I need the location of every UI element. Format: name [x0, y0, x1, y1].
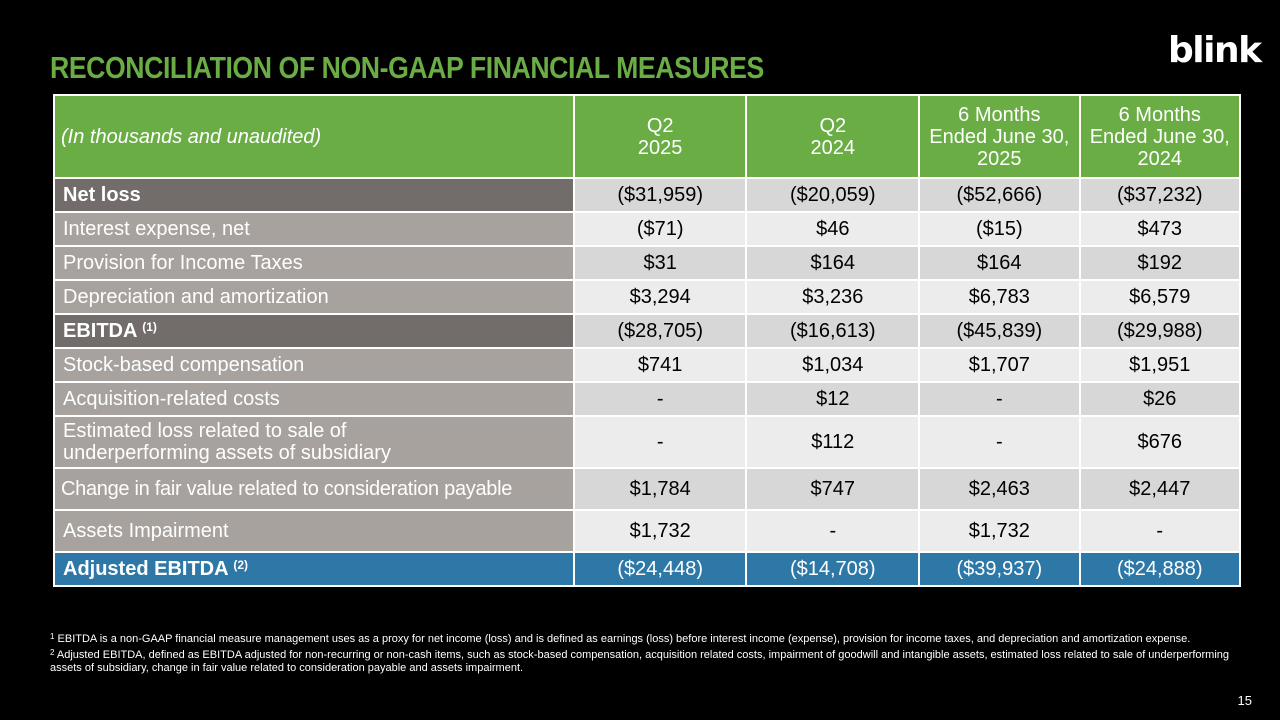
slide-title: RECONCILIATION OF NON-GAAP FINANCIAL MEA… — [50, 50, 764, 85]
table-row-fair-value: Change in fair value related to consider… — [53, 467, 1242, 511]
cell-value: ($24,448) — [572, 551, 748, 587]
row-label-text: Adjusted EBITDA — [63, 557, 228, 580]
header-q2-2024: Q2 2024 — [745, 94, 921, 179]
cell-value: $1,784 — [572, 467, 748, 511]
cell-value: - — [918, 381, 1081, 417]
table-row-interest: Interest expense, net ($71) $46 ($15) $4… — [53, 211, 1242, 247]
table-row-adjusted-ebitda: Adjusted EBITDA (2) ($24,448) ($14,708) … — [53, 551, 1242, 587]
row-label: Change in fair value related to consider… — [53, 467, 575, 511]
row-label: Net loss — [53, 177, 575, 213]
cell-value: - — [918, 415, 1081, 469]
header-line: Q2 — [646, 114, 674, 137]
cell-value: $2,447 — [1078, 467, 1242, 511]
header-line: 2024 — [810, 136, 856, 159]
cell-value: ($39,937) — [918, 551, 1081, 587]
row-label: Provision for Income Taxes — [53, 245, 575, 281]
footnote-ref: (2) — [233, 557, 249, 572]
cell-value: - — [572, 381, 748, 417]
table-row-taxes: Provision for Income Taxes $31 $164 $164… — [53, 245, 1242, 281]
cell-value: $1,732 — [572, 509, 748, 553]
cell-value: $473 — [1078, 211, 1242, 247]
row-label: Adjusted EBITDA (2) — [53, 551, 575, 587]
cell-value: $747 — [745, 467, 921, 511]
cell-value: ($16,613) — [745, 313, 921, 349]
header-line: Ended June 30, — [1089, 125, 1230, 148]
cell-value: $12 — [745, 381, 921, 417]
footnote-number: 1 — [50, 632, 55, 641]
cell-value: ($31,959) — [572, 177, 748, 213]
cell-value: ($29,988) — [1078, 313, 1242, 349]
table-row-net-loss: Net loss ($31,959) ($20,059) ($52,666) (… — [53, 177, 1242, 213]
cell-value: ($71) — [572, 211, 748, 247]
row-label: Depreciation and amortization — [53, 279, 575, 315]
cell-value: ($24,888) — [1078, 551, 1242, 587]
cell-value: ($20,059) — [745, 177, 921, 213]
cell-value: $164 — [745, 245, 921, 281]
table-row-depreciation: Depreciation and amortization $3,294 $3,… — [53, 279, 1242, 315]
header-6m-2025: 6 Months Ended June 30, 2025 — [918, 94, 1081, 179]
cell-value: - — [745, 509, 921, 553]
table-row-stock-comp: Stock-based compensation $741 $1,034 $1,… — [53, 347, 1242, 383]
cell-value: $26 — [1078, 381, 1242, 417]
cell-value: ($45,839) — [918, 313, 1081, 349]
cell-value: $6,579 — [1078, 279, 1242, 315]
cell-value: $31 — [572, 245, 748, 281]
cell-value: $2,463 — [918, 467, 1081, 511]
cell-value: ($52,666) — [918, 177, 1081, 213]
cell-value: $112 — [745, 415, 921, 469]
header-line: 2025 — [977, 147, 1022, 170]
header-line: Ended June 30, — [929, 125, 1070, 148]
header-line: 2024 — [1137, 147, 1183, 170]
table-row-estimated-loss: Estimated loss related to sale of underpe… — [53, 415, 1242, 469]
header-line: 2025 — [637, 136, 683, 159]
cell-value: ($14,708) — [745, 551, 921, 587]
cell-value: $676 — [1078, 415, 1242, 469]
cell-value: $1,034 — [745, 347, 921, 383]
row-label: Interest expense, net — [53, 211, 575, 247]
header-6m-2024: 6 Months Ended June 30, 2024 — [1078, 94, 1242, 179]
footnotes: 1 EBITDA is a non-GAAP financial measure… — [50, 630, 1230, 675]
row-label: Assets Impairment — [53, 509, 575, 553]
footnote-2: 2 Adjusted EBITDA, defined as EBITDA adj… — [50, 646, 1230, 675]
header-line: 6 Months — [1118, 103, 1201, 126]
cell-value: ($28,705) — [572, 313, 748, 349]
cell-value: $164 — [918, 245, 1081, 281]
header-line: 6 Months — [958, 103, 1041, 126]
table-row-ebitda: EBITDA (1) ($28,705) ($16,613) ($45,839)… — [53, 313, 1242, 349]
cell-value: - — [572, 415, 748, 469]
row-label: Estimated loss related to sale of underpe… — [53, 415, 575, 469]
row-label: EBITDA (1) — [53, 313, 575, 349]
header-line: Q2 — [819, 114, 847, 137]
cell-value: $1,707 — [918, 347, 1081, 383]
footnote-ref: (1) — [142, 319, 157, 334]
cell-value: $741 — [572, 347, 748, 383]
cell-value: $1,732 — [918, 509, 1081, 553]
cell-value: $3,294 — [572, 279, 748, 315]
cell-value: $46 — [745, 211, 921, 247]
row-label-text: EBITDA — [63, 319, 137, 342]
header-q2-2025: Q2 2025 — [572, 94, 748, 179]
cell-value: - — [1078, 509, 1242, 553]
footnote-text: Adjusted EBITDA, defined as EBITDA adjus… — [50, 649, 1230, 674]
cell-value: ($37,232) — [1078, 177, 1242, 213]
footnote-number: 2 — [50, 648, 55, 657]
table-header-row: (In thousands and unaudited) Q2 2025 Q2 20… — [53, 94, 1242, 179]
table-row-acquisition: Acquisition-related costs - $12 - $26 — [53, 381, 1242, 417]
cell-value: $6,783 — [918, 279, 1081, 315]
cell-value: $1,951 — [1078, 347, 1242, 383]
table-row-impairment: Assets Impairment $1,732 - $1,732 - — [53, 509, 1242, 553]
row-label-line: Estimated loss related to sale of — [63, 420, 347, 442]
header-label: (In thousands and unaudited) — [53, 94, 575, 179]
cell-value: $3,236 — [745, 279, 921, 315]
row-label: Acquisition-related costs — [53, 381, 575, 417]
footnote-1: 1 EBITDA is a non-GAAP financial measure… — [50, 630, 1230, 646]
page-number: 15 — [1237, 693, 1252, 708]
cell-value: ($15) — [918, 211, 1081, 247]
footnote-text: EBITDA is a non-GAAP financial measure m… — [57, 633, 1191, 645]
cell-value: $192 — [1078, 245, 1242, 281]
reconciliation-table: (In thousands and unaudited) Q2 2025 Q2 20… — [53, 94, 1242, 587]
row-label-line: underperforming assets of subsidiary — [63, 442, 391, 464]
row-label: Stock-based compensation — [53, 347, 575, 383]
blink-logo: blink — [1168, 30, 1262, 71]
